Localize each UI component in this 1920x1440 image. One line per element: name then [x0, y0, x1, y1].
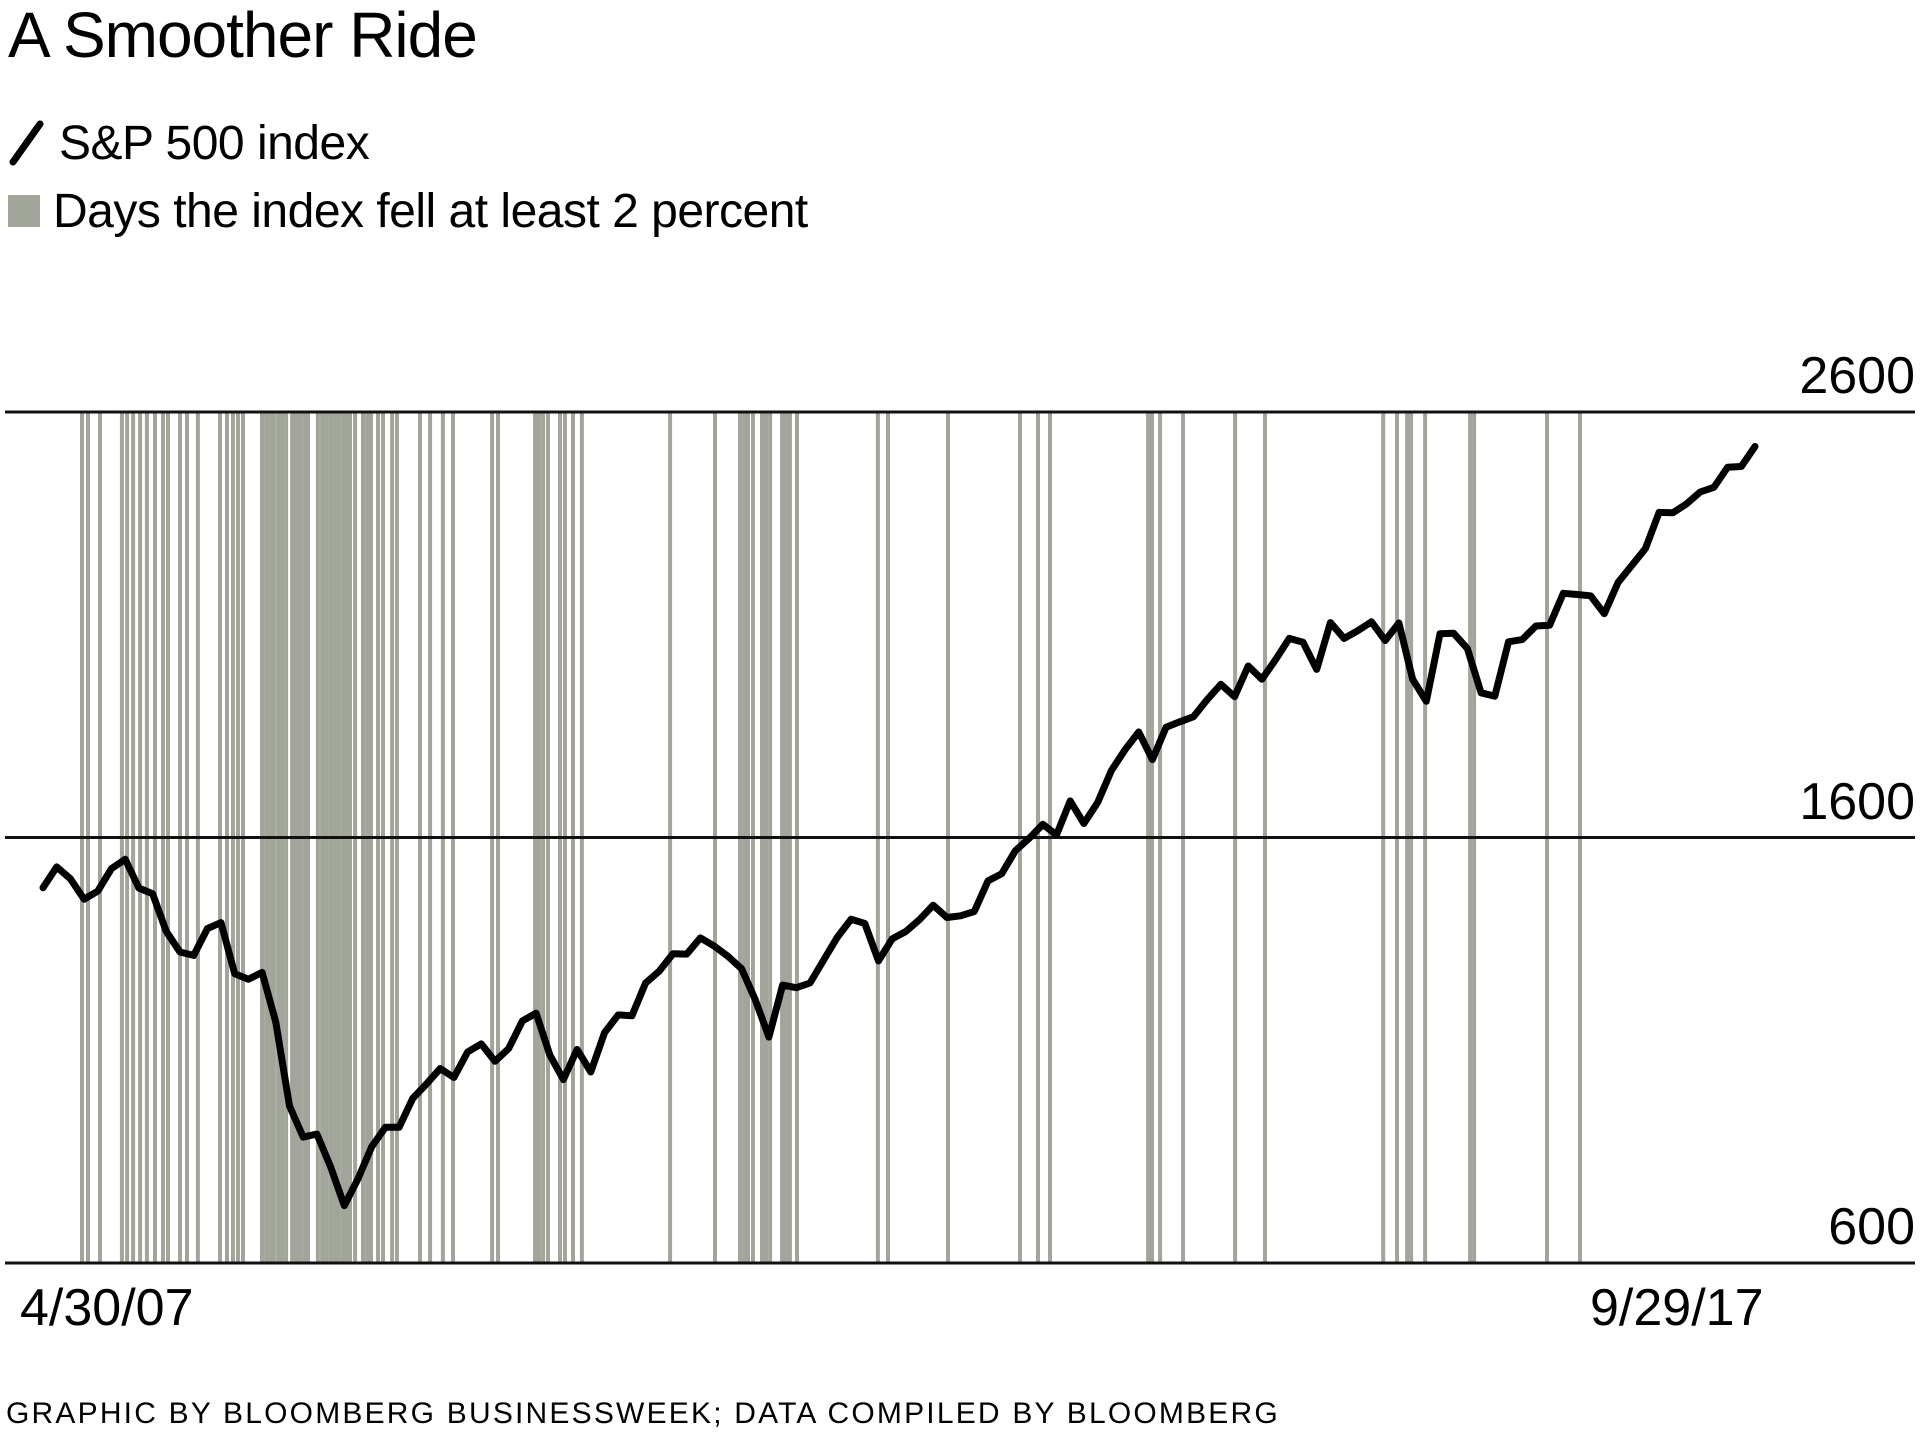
y-axis-tick-600: 600 — [1828, 1198, 1915, 1256]
legend-item-sp500: S&P 500 index — [8, 116, 370, 170]
source-credit: GRAPHIC BY BLOOMBERG BUSINESSWEEK; DATA … — [6, 1397, 1280, 1430]
legend-label-sp500: S&P 500 index — [59, 116, 370, 170]
x-axis-tick-start: 4/30/07 — [20, 1279, 194, 1337]
chart-title: A Smoother Ride — [8, 0, 478, 71]
y-axis-tick-2600: 2600 — [1799, 347, 1915, 405]
sp500-line — [39, 443, 1759, 1210]
y-axis-tick-1600: 1600 — [1799, 773, 1915, 831]
line-series-icon — [9, 120, 44, 166]
legend-item-down-days: Days the index fell at least 2 percent — [8, 184, 808, 238]
x-axis-tick-end: 9/29/17 — [1590, 1279, 1764, 1337]
legend-label-down-days: Days the index fell at least 2 percent — [53, 184, 808, 238]
event-bar-swatch-icon — [8, 195, 40, 227]
